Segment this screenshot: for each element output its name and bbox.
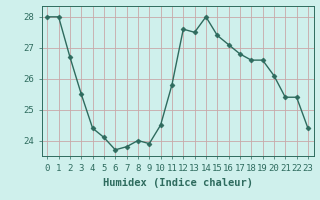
X-axis label: Humidex (Indice chaleur): Humidex (Indice chaleur) [103,178,252,188]
